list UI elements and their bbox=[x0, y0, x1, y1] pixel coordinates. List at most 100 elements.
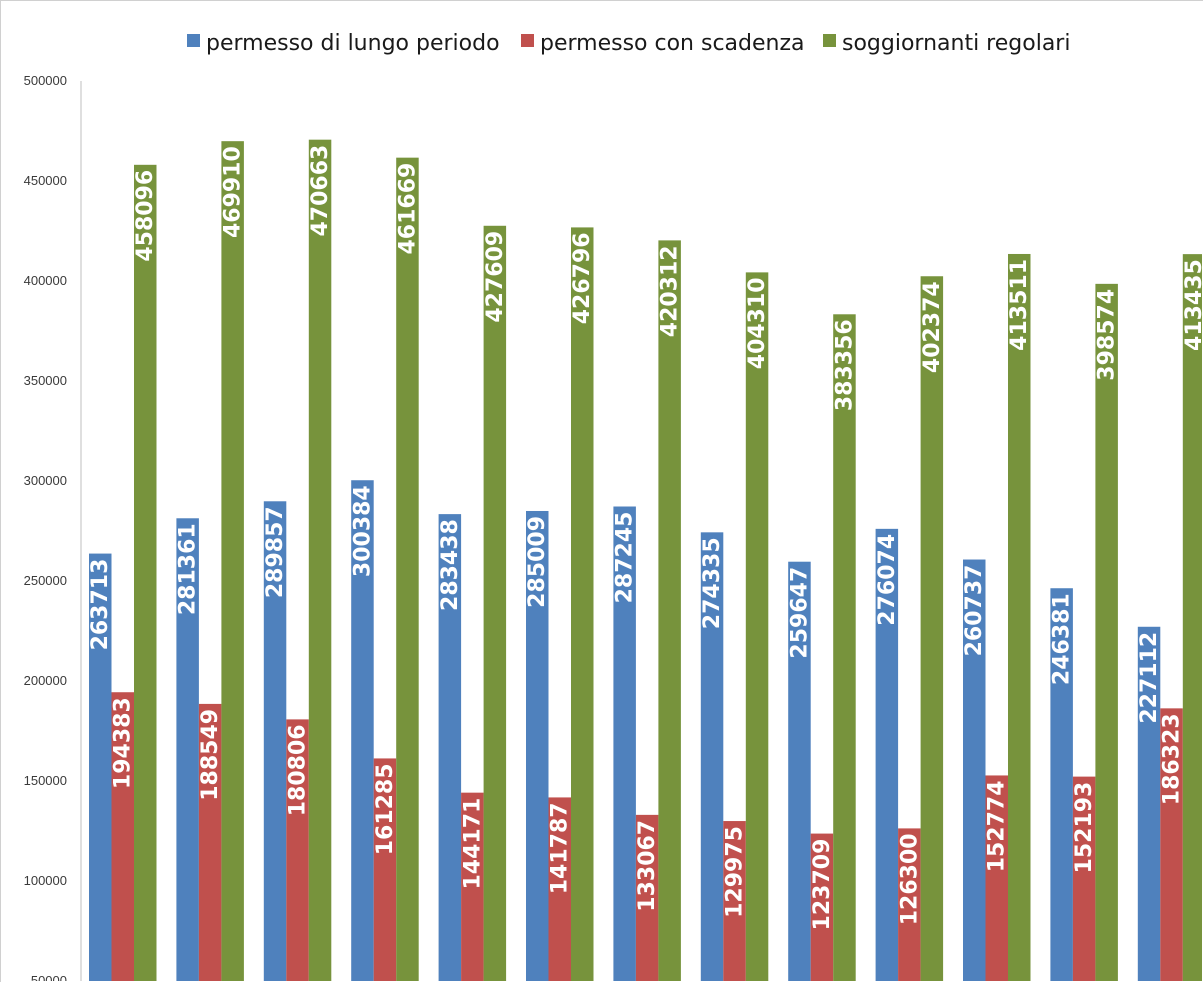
bar bbox=[635, 814, 659, 981]
bar bbox=[548, 797, 571, 981]
legend-item: permesso con scadenza bbox=[521, 31, 805, 56]
bar bbox=[920, 276, 944, 981]
y-tick-label: 300000 bbox=[24, 473, 67, 488]
bar-data-label: 281361 bbox=[176, 523, 201, 615]
bar bbox=[438, 514, 462, 981]
bar bbox=[308, 139, 332, 981]
bar-data-label: 180806 bbox=[286, 724, 311, 816]
bar bbox=[221, 141, 244, 981]
bar-data-label: 470663 bbox=[308, 145, 333, 237]
y-axis: 50000 100000 150000 200000 250000 300000 35000… bbox=[24, 73, 82, 981]
bar-data-label: 413435 bbox=[1182, 259, 1202, 351]
bar-data-label: 420312 bbox=[658, 245, 683, 337]
legend-label: soggiornanti regolari bbox=[842, 31, 1070, 56]
bar bbox=[176, 518, 199, 981]
bar-data-label: 458096 bbox=[133, 170, 158, 262]
y-tick-label: 350000 bbox=[24, 373, 67, 388]
bar bbox=[985, 775, 1008, 981]
bar-data-label: 227112 bbox=[1137, 632, 1162, 724]
bar-data-label: 285009 bbox=[525, 516, 550, 608]
bar bbox=[483, 225, 507, 981]
bar-data-label: 194383 bbox=[111, 697, 136, 789]
bar-data-label: 161285 bbox=[373, 763, 398, 855]
y-tick-label: 450000 bbox=[24, 173, 67, 188]
bar-data-label: 141787 bbox=[548, 802, 573, 894]
legend-label: permesso con scadenza bbox=[540, 31, 805, 56]
y-tick-label: 400000 bbox=[24, 273, 67, 288]
y-tick-label: 500000 bbox=[24, 73, 67, 88]
data-labels: 263713 194383 458096 281361 188549 469910 2898… bbox=[88, 145, 1202, 931]
bar bbox=[351, 480, 374, 981]
bar bbox=[1050, 588, 1073, 981]
bar-data-label: 402374 bbox=[920, 281, 945, 373]
bar-data-label: 259647 bbox=[787, 567, 812, 659]
legend-swatch bbox=[521, 34, 534, 47]
y-tick-label: 250000 bbox=[24, 573, 67, 588]
bar bbox=[810, 833, 834, 981]
bar bbox=[1008, 253, 1031, 981]
bar-data-label: 152774 bbox=[985, 780, 1010, 872]
bar-data-label: 469910 bbox=[221, 146, 246, 238]
bar bbox=[373, 758, 397, 981]
bar-data-label: 274335 bbox=[700, 537, 725, 629]
bar bbox=[875, 528, 899, 981]
bar-data-label: 260737 bbox=[962, 565, 987, 657]
bar-data-label: 133067 bbox=[635, 820, 660, 912]
legend: permesso di lungo periodo permesso con sc… bbox=[187, 31, 1070, 56]
legend-label: permesso di lungo periodo bbox=[206, 31, 500, 56]
bar bbox=[898, 828, 921, 981]
bar-data-label: 283438 bbox=[438, 519, 463, 611]
bars bbox=[89, 139, 1202, 981]
bar bbox=[1182, 254, 1202, 981]
legend-item: soggiornanti regolari bbox=[823, 31, 1070, 56]
bar bbox=[263, 501, 287, 981]
bar-data-label: 246381 bbox=[1050, 593, 1075, 685]
bar-data-label: 289857 bbox=[263, 506, 288, 598]
bar bbox=[1072, 776, 1096, 981]
bar-data-label: 427609 bbox=[483, 231, 508, 323]
bar-data-label: 129975 bbox=[723, 826, 748, 918]
y-tick-label: 200000 bbox=[24, 673, 67, 688]
bar-data-label: 152193 bbox=[1072, 782, 1097, 874]
bar bbox=[461, 792, 484, 981]
legend-swatch bbox=[187, 34, 200, 47]
y-tick-label: 150000 bbox=[24, 773, 67, 788]
bar bbox=[526, 510, 549, 981]
bar bbox=[1160, 708, 1183, 981]
bar bbox=[198, 703, 222, 981]
bar-data-label: 126300 bbox=[897, 833, 922, 925]
bar-data-label: 123709 bbox=[810, 839, 835, 931]
bar-data-label: 276074 bbox=[875, 534, 900, 626]
bar bbox=[1137, 626, 1161, 981]
bar-data-label: 287245 bbox=[613, 512, 638, 604]
bar bbox=[286, 719, 309, 981]
bar bbox=[111, 692, 134, 981]
bar bbox=[723, 821, 746, 981]
y-tick-label: 50000 bbox=[31, 973, 67, 981]
bar bbox=[571, 227, 594, 981]
bar bbox=[1095, 283, 1118, 981]
bar bbox=[134, 164, 157, 981]
bar-data-label: 186323 bbox=[1160, 713, 1185, 805]
bar-data-label: 383356 bbox=[832, 319, 857, 411]
bar bbox=[658, 240, 681, 981]
bar bbox=[396, 157, 419, 981]
y-tick-label: 100000 bbox=[24, 873, 67, 888]
bar bbox=[833, 314, 856, 981]
bar bbox=[613, 506, 636, 981]
bar-data-label: 300384 bbox=[350, 485, 375, 577]
bar-data-label: 413511 bbox=[1007, 259, 1032, 351]
bar-data-label: 461669 bbox=[395, 163, 420, 255]
bar-data-label: 398574 bbox=[1095, 289, 1120, 381]
bar-data-label: 263713 bbox=[88, 559, 113, 651]
bar-data-label: 188549 bbox=[198, 709, 223, 801]
bar-data-label: 404310 bbox=[745, 277, 770, 369]
bar bbox=[788, 561, 811, 981]
bar bbox=[89, 553, 112, 981]
legend-item: permesso di lungo periodo bbox=[187, 31, 500, 56]
legend-swatch bbox=[823, 34, 836, 47]
bar-data-label: 426796 bbox=[570, 232, 595, 324]
bar bbox=[963, 559, 986, 981]
